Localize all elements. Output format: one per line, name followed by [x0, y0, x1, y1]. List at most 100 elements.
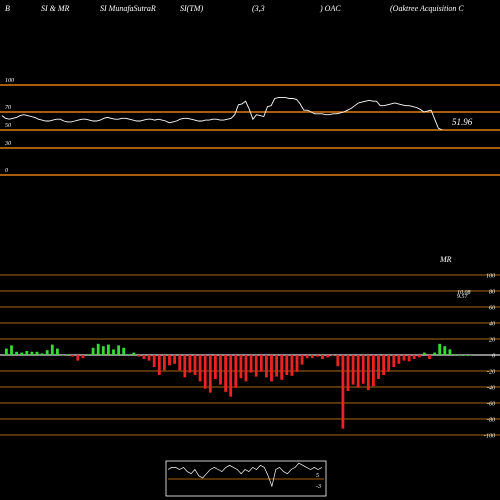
mrsi-bar	[214, 355, 217, 379]
mrsi-bar	[407, 355, 411, 362]
mrsi-bar	[188, 355, 192, 373]
mrsi-bar	[463, 355, 467, 356]
mrsi-bar	[127, 354, 131, 355]
mini-overview-tick-1: 5	[316, 473, 319, 479]
mrsi-bar	[346, 355, 350, 391]
mrsi-bar	[152, 355, 156, 367]
mrsi-tick-label: -80	[487, 418, 495, 424]
header-label-6: ) OAC	[319, 4, 341, 13]
mrsi-bar	[290, 355, 294, 376]
mrsi-bar	[96, 343, 100, 355]
mrsi-bar	[117, 345, 120, 355]
mrsi-bar	[361, 355, 365, 384]
header-label-4: SI(TM)	[180, 4, 203, 13]
mrsi-bar	[468, 355, 472, 356]
header-label-7: (Oaktree Acquisition C	[390, 4, 464, 13]
mrsi-bar	[101, 346, 105, 355]
mrsi-bar	[316, 355, 319, 357]
mrsi-bar	[453, 354, 457, 355]
mrsi-bar	[81, 355, 85, 359]
header-label-3: SI MunafaSutraR	[100, 4, 156, 13]
mrsi-bar	[132, 352, 136, 355]
mrsi-tick-label: -20	[487, 370, 495, 376]
mrsi-bar	[219, 355, 222, 385]
mrsi-bar	[366, 355, 370, 391]
mrsi-bar	[66, 354, 69, 355]
mrsi-bar	[402, 355, 406, 361]
mrsi-tick-label: -100	[484, 434, 495, 440]
mrsi-bar	[244, 355, 248, 382]
mrsi-bar	[326, 355, 329, 358]
mrsi-bar	[254, 355, 258, 377]
mrsi-bar	[183, 355, 187, 378]
mrsi-bar	[40, 353, 44, 355]
rsi-tick-label: 70	[5, 105, 11, 111]
mrsi-tick-labels: 100 80 60 40 20 0 -20 -40 -60 -80 -100	[484, 274, 495, 440]
mrsi-bar	[178, 355, 182, 371]
mrsi-bars	[5, 343, 472, 429]
mrsi-bar	[377, 355, 380, 379]
mrsi-bar	[448, 349, 452, 355]
mrsi-bar	[224, 355, 227, 392]
rsi-tick-label: 100	[5, 78, 14, 84]
mrsi-bar	[387, 355, 391, 372]
mini-overview-panel: 5 -3	[165, 460, 327, 497]
rsi-level-lines	[0, 84, 500, 176]
mrsi-bar	[45, 350, 49, 355]
rsi-tick-labels: 100 70 50 30 0	[4, 78, 14, 174]
mrsi-bar	[295, 355, 299, 372]
mrsi-panel: MR 100 80 60 40 20 0 -20 -40 -60 -80 -100 10.08 9.…	[0, 255, 500, 440]
mrsi-bar	[270, 355, 273, 382]
mrsi-tick-label: -40	[487, 385, 495, 392]
mrsi-bar	[203, 355, 207, 389]
mrsi-bar	[417, 355, 421, 358]
header-labels: B SI & MR SI MunafaSutraR SI(TM) (3,3 ) …	[5, 4, 464, 13]
mrsi-bar	[249, 355, 253, 373]
mrsi-bar	[30, 351, 34, 355]
mrsi-bar	[229, 355, 233, 397]
mrsi-ref-label-2: 9.57	[457, 294, 469, 300]
rsi-line	[1, 97, 443, 131]
mrsi-bar	[310, 355, 314, 359]
mrsi-bar	[112, 349, 115, 355]
mrsi-bar	[198, 355, 202, 382]
mini-overview-line	[167, 462, 323, 488]
mrsi-bar	[300, 355, 304, 365]
mrsi-bar	[259, 355, 263, 372]
mrsi-bar	[397, 355, 401, 364]
mrsi-bar	[321, 355, 324, 359]
mrsi-bar	[71, 355, 75, 357]
mrsi-bar	[336, 355, 340, 367]
mrsi-bar	[458, 355, 462, 356]
mrsi-bar	[107, 344, 110, 355]
header-label-1: B	[5, 4, 10, 13]
mrsi-bar	[265, 355, 268, 378]
mrsi-bar	[20, 352, 24, 355]
mrsi-bar	[208, 355, 212, 393]
mrsi-bar	[5, 348, 8, 355]
mrsi-bar	[86, 354, 90, 355]
mrsi-bar	[234, 355, 238, 388]
mrsi-bar	[157, 355, 161, 375]
mrsi-bar	[91, 347, 95, 355]
mrsi-tick-label: 0	[492, 354, 495, 360]
mrsi-bar	[285, 355, 289, 375]
mrsi-bar	[305, 355, 309, 359]
mrsi-bar	[173, 355, 176, 364]
mrsi-tick-label: 100	[486, 274, 495, 280]
mrsi-bar	[412, 355, 416, 359]
mrsi-bar	[280, 355, 284, 380]
mrsi-bar	[341, 355, 345, 429]
mrsi-bar	[392, 355, 396, 367]
mrsi-bar	[147, 355, 151, 361]
rsi-panel: 100 70 50 30 0 51.96	[0, 78, 500, 176]
mrsi-bar	[61, 355, 64, 356]
mrsi-bar	[239, 355, 243, 379]
mrsi-bar	[372, 355, 375, 387]
mrsi-bar	[443, 346, 447, 355]
header-label-2: SI & MR	[41, 4, 70, 13]
mrsi-bar	[76, 355, 80, 361]
mrsi-bar	[423, 352, 426, 355]
mrsi-bar	[331, 355, 335, 356]
